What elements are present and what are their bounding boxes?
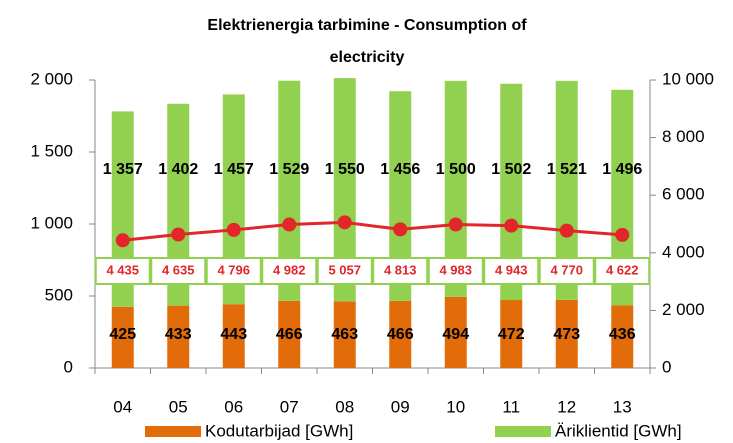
data-label-box	[261, 257, 318, 285]
data-label-box	[94, 257, 151, 285]
line-point	[393, 222, 408, 237]
line-point	[171, 227, 186, 242]
legend-swatch	[495, 426, 551, 437]
line-point	[448, 217, 463, 232]
bar-segment	[500, 300, 523, 368]
data-label: 4 796	[217, 262, 250, 277]
data-label: 472	[498, 326, 525, 343]
x-tick-label: 13	[613, 397, 632, 416]
x-tick-label: 12	[557, 397, 576, 416]
x-tick-label: 07	[280, 397, 299, 416]
line-point	[226, 222, 241, 237]
data-label-box	[372, 257, 429, 285]
data-label: 425	[109, 326, 136, 343]
data-label-box	[538, 257, 595, 285]
data-label: 473	[553, 326, 580, 343]
bar-segment	[222, 304, 245, 368]
x-tick-label: 11	[502, 397, 520, 416]
line-point	[337, 215, 352, 230]
data-label: 494	[442, 326, 469, 343]
y2-tick-label: 2 000	[662, 300, 705, 319]
data-label: 1 529	[269, 161, 309, 178]
data-label: 1 402	[158, 161, 198, 178]
data-label-box	[427, 257, 484, 285]
data-label: 4 813	[384, 262, 417, 277]
y2-tick-label: 4 000	[662, 242, 705, 261]
line	[122, 220, 623, 242]
bar-segment	[222, 94, 245, 305]
data-label: 433	[165, 326, 192, 343]
data-label: 466	[387, 326, 414, 343]
data-label: 1 457	[214, 161, 254, 178]
data-label: 1 357	[103, 161, 143, 178]
bar-segment	[444, 296, 467, 368]
y2-tick-label: 8 000	[662, 127, 705, 146]
data-label: 1 456	[380, 161, 420, 178]
line-point	[115, 233, 130, 248]
bar-segment	[389, 300, 412, 368]
y2-tick-label: 6 000	[662, 185, 705, 204]
line-point	[282, 217, 297, 232]
data-label: 4 983	[439, 262, 472, 277]
bar-segment	[389, 91, 412, 301]
bar-segment	[444, 80, 467, 297]
bar-segment	[555, 299, 578, 368]
data-label-box	[483, 257, 540, 285]
data-label: 443	[220, 326, 247, 343]
data-label-box	[150, 257, 207, 285]
data-label: 463	[331, 326, 358, 343]
x-tick-label: 10	[446, 397, 465, 416]
chart-title: electricity	[330, 49, 405, 66]
data-label-box	[316, 257, 373, 285]
data-label: 436	[609, 326, 636, 343]
data-label: 4 435	[106, 262, 139, 277]
data-label: 1 502	[491, 161, 531, 178]
chart-title: Elektrienergia tarbimine - Consumption o…	[207, 17, 527, 34]
data-label: 4 635	[162, 262, 195, 277]
data-label: 4 622	[606, 262, 639, 277]
bar-segment	[167, 305, 190, 368]
bar-segment	[111, 306, 134, 368]
data-label-box	[205, 257, 262, 285]
line-point	[504, 218, 519, 233]
data-label: 1 550	[325, 161, 365, 178]
x-tick-label: 08	[335, 397, 354, 416]
x-tick-label: 05	[169, 397, 188, 416]
bar-segment	[611, 89, 634, 306]
y-tick-label: 1 500	[30, 141, 73, 160]
legend-swatch	[145, 426, 201, 437]
line-point	[559, 223, 574, 238]
data-label: 4 943	[495, 262, 528, 277]
y2-tick-label: 0	[662, 357, 671, 376]
x-tick-label: 09	[391, 397, 410, 416]
bar-segment	[500, 83, 523, 301]
data-label: 466	[276, 326, 303, 343]
y2-tick-label: 10 000	[662, 69, 714, 88]
legend-label: Kodutarbijad [GWh]	[205, 421, 353, 440]
data-label-box	[594, 257, 651, 285]
data-label: 4 982	[273, 262, 306, 277]
x-tick-label: 06	[224, 397, 243, 416]
line-point	[615, 227, 630, 242]
data-label: 1 496	[602, 161, 642, 178]
bar-segment	[278, 300, 301, 368]
legend-label: Äriklientid [GWh]	[555, 421, 682, 440]
data-label: 4 770	[550, 262, 583, 277]
bar-segment	[333, 78, 356, 302]
bar-segment	[333, 301, 356, 368]
bar-segment	[611, 305, 634, 368]
x-tick-label: 04	[113, 397, 132, 416]
data-label: 1 521	[547, 161, 587, 178]
y-tick-label: 1 000	[30, 213, 73, 232]
bar-segment	[167, 103, 190, 306]
bar-segment	[555, 80, 578, 300]
y-tick-label: 2 000	[30, 69, 73, 88]
y-tick-label: 0	[64, 357, 73, 376]
data-label: 5 057	[328, 262, 361, 277]
bar-segment	[278, 80, 301, 301]
y-tick-label: 500	[45, 285, 73, 304]
data-label: 1 500	[436, 161, 476, 178]
